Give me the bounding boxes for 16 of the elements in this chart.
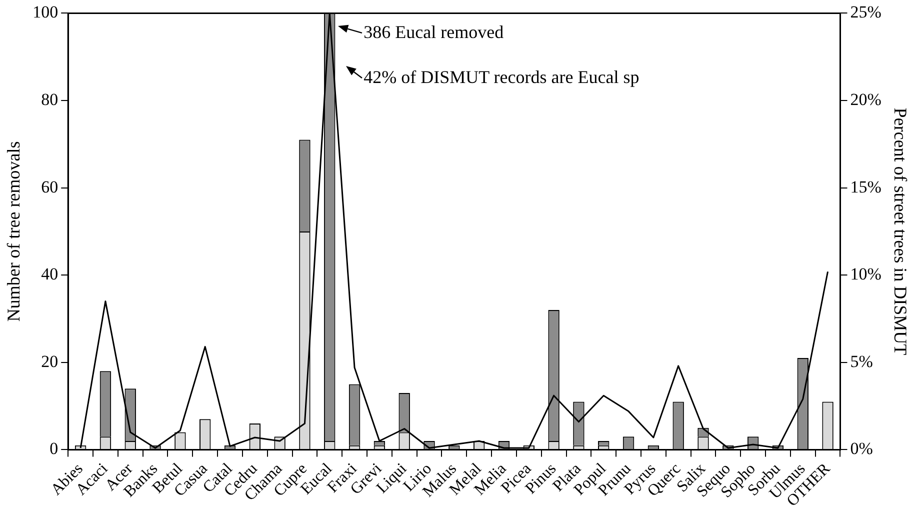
- y-tick-label: 20: [41, 352, 58, 371]
- y2-tick-label: 20%: [850, 90, 882, 109]
- y2-tick-label: 15%: [850, 177, 882, 196]
- annotation: 386 Eucal removed: [364, 22, 504, 42]
- y-tick-label: 80: [41, 90, 58, 109]
- y-tick-label: 0: [50, 439, 58, 458]
- y2-tick-label: 5%: [850, 352, 873, 371]
- y-tick-label: 60: [41, 177, 58, 196]
- y-axis-title: Number of tree removals: [4, 141, 24, 322]
- y2-tick-label: 0%: [850, 439, 873, 458]
- y2-axis-title: Percent of street trees in DISMUT: [890, 108, 910, 356]
- y-tick-label: 40: [41, 264, 58, 284]
- annotation: 42% of DISMUT records are Eucal sp: [364, 66, 640, 87]
- y-tick-label: 100: [32, 2, 58, 22]
- y2-tick-label: 10%: [850, 264, 882, 284]
- y2-tick-label: 25%: [850, 2, 882, 22]
